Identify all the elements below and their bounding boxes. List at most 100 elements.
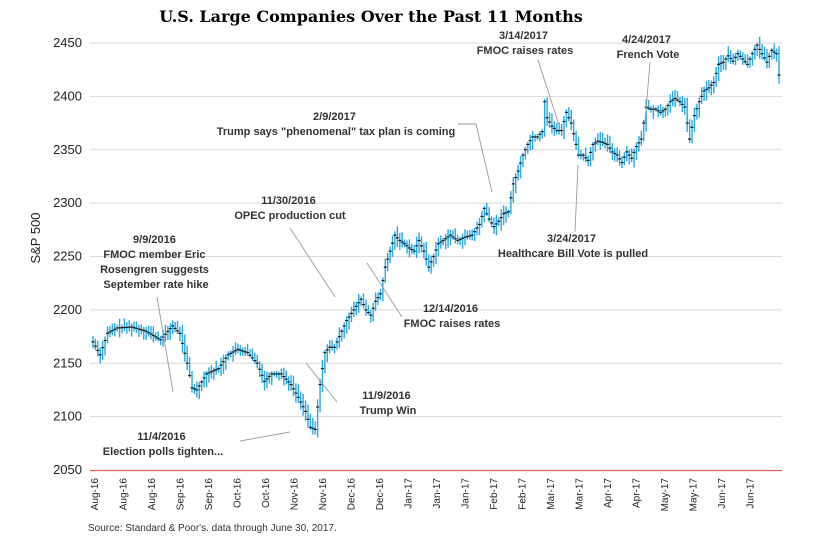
- x-tick-label: Mar-17: [575, 478, 586, 510]
- ohlc-bar: [337, 327, 341, 348]
- x-tick-label: Mar-17: [546, 478, 557, 510]
- ohlc-bar: [569, 109, 573, 131]
- ohlc-bar: [398, 232, 402, 250]
- ohlc-bar: [386, 253, 390, 272]
- ohlc-bar: [354, 301, 358, 316]
- ohlc-bar: [267, 372, 271, 384]
- x-tick-label: Jan-17: [432, 478, 443, 509]
- ohlc-bar: [407, 239, 411, 258]
- ohlc-bar: [113, 323, 117, 337]
- ohlc-bar: [477, 217, 481, 236]
- ohlc-bar: [120, 324, 124, 334]
- x-axis-ticks: Aug-16 Aug-16 Aug-16 Sep-16 Sep-16 Oct-16 Oct-…: [90, 478, 757, 512]
- ohlc-bar: [574, 130, 578, 150]
- ohlc-bar: [772, 43, 776, 60]
- ohlc-bar: [502, 205, 506, 226]
- ohlc-bar: [200, 379, 204, 391]
- ohlc-bar: [627, 149, 631, 165]
- ohlc-bar: [548, 112, 552, 128]
- ohlc-bar: [721, 54, 725, 70]
- ohlc-bar: [746, 54, 750, 68]
- ohlc-bar: [185, 345, 189, 371]
- ohlc-bar: [678, 97, 682, 107]
- ohlc-bar: [671, 90, 675, 107]
- ohlc-bar: [340, 328, 344, 342]
- ohlc-bar: [190, 370, 194, 393]
- ohlc-bar: [287, 376, 291, 391]
- x-tick-label: Nov-16: [318, 478, 329, 511]
- ohlc-bar: [151, 326, 155, 343]
- ohlc-bar: [183, 334, 187, 362]
- ohlc-bar: [446, 229, 450, 248]
- ohlc-bar: [335, 337, 339, 350]
- ohlc-bar: [504, 206, 508, 223]
- x-tick-label: May-17: [660, 478, 671, 512]
- ohlc-bar: [741, 52, 745, 65]
- ohlc-bar: [528, 134, 532, 151]
- y-tick-label: 2350: [53, 142, 82, 157]
- leader-line-french-vote: [644, 61, 651, 123]
- ohlc-bar: [391, 235, 395, 257]
- ohlc-bar: [516, 164, 520, 181]
- ohlc-bar: [714, 67, 718, 87]
- ohlc-bar: [717, 56, 721, 82]
- ohlc-bar: [506, 209, 510, 218]
- ohlc-bar: [132, 321, 136, 332]
- source-note: Source: Standard & Poor's. data through …: [88, 523, 337, 534]
- ohlc-bar: [224, 354, 228, 370]
- ohlc-bar: [521, 152, 525, 168]
- ohlc-bar: [538, 131, 542, 142]
- x-tick-label: Jun-17: [717, 478, 728, 509]
- ohlc-bar: [296, 384, 300, 403]
- y-tick-label: 2300: [53, 195, 82, 210]
- ohlc-bar: [192, 384, 196, 394]
- ohlc-bar: [533, 134, 537, 142]
- ohlc-bar: [304, 400, 308, 421]
- ohlc-bar: [470, 229, 474, 241]
- ohlc-bar: [702, 86, 706, 101]
- ohlc-bar: [734, 52, 738, 66]
- ohlc-bar: [246, 343, 250, 356]
- ohlc-bar: [371, 302, 375, 322]
- ohlc-bar: [412, 245, 416, 255]
- ohlc-bar: [458, 236, 462, 246]
- ohlc-bar: [497, 217, 501, 227]
- ohlc-bar: [212, 367, 216, 380]
- y-tick-label: 2150: [53, 355, 82, 370]
- ohlc-bar: [659, 104, 663, 116]
- ohlc-bar: [637, 135, 641, 152]
- ohlc-bar: [726, 46, 730, 63]
- ohlc-bar: [692, 107, 696, 133]
- ohlc-bar: [420, 236, 424, 253]
- ohlc-bar: [485, 202, 489, 216]
- ohlc-bar: [543, 98, 547, 137]
- annotation-fmoc-mar: 3/14/2017 FMOC raises rates: [477, 30, 574, 57]
- x-tick-label: Dec-16: [347, 478, 358, 511]
- annotation-fmoc-dec: 12/14/2016 FMOC raises rates: [404, 303, 501, 330]
- ohlc-bar: [608, 135, 612, 154]
- ohlc-bar: [417, 232, 421, 254]
- ohlc-bar: [461, 233, 465, 249]
- ohlc-bar: [217, 366, 221, 373]
- ohlc-bar: [456, 234, 460, 245]
- annotations: 11/4/2016 Election polls tighten... 9/9/…: [100, 30, 679, 458]
- y-tick-label: 2450: [53, 35, 82, 50]
- ohlc-bar: [415, 236, 419, 258]
- ohlc-bar: [125, 322, 129, 334]
- ohlc-bar: [700, 87, 704, 104]
- ohlc-bar: [731, 53, 735, 65]
- ohlc-bar: [439, 235, 443, 249]
- ohlc-bar: [738, 50, 742, 60]
- ohlc-bar: [378, 288, 382, 300]
- ohlc-bar: [586, 155, 590, 167]
- ohlc-bar: [625, 145, 629, 162]
- ohlc-bar: [103, 336, 107, 356]
- ohlc-bar: [226, 351, 230, 361]
- ohlc-bar: [202, 371, 206, 388]
- ohlc-bar: [188, 356, 192, 378]
- ohlc-bar: [142, 327, 146, 340]
- ohlc-bar: [427, 254, 431, 272]
- ohlc-bar: [680, 95, 684, 113]
- ohlc-bar: [323, 350, 327, 374]
